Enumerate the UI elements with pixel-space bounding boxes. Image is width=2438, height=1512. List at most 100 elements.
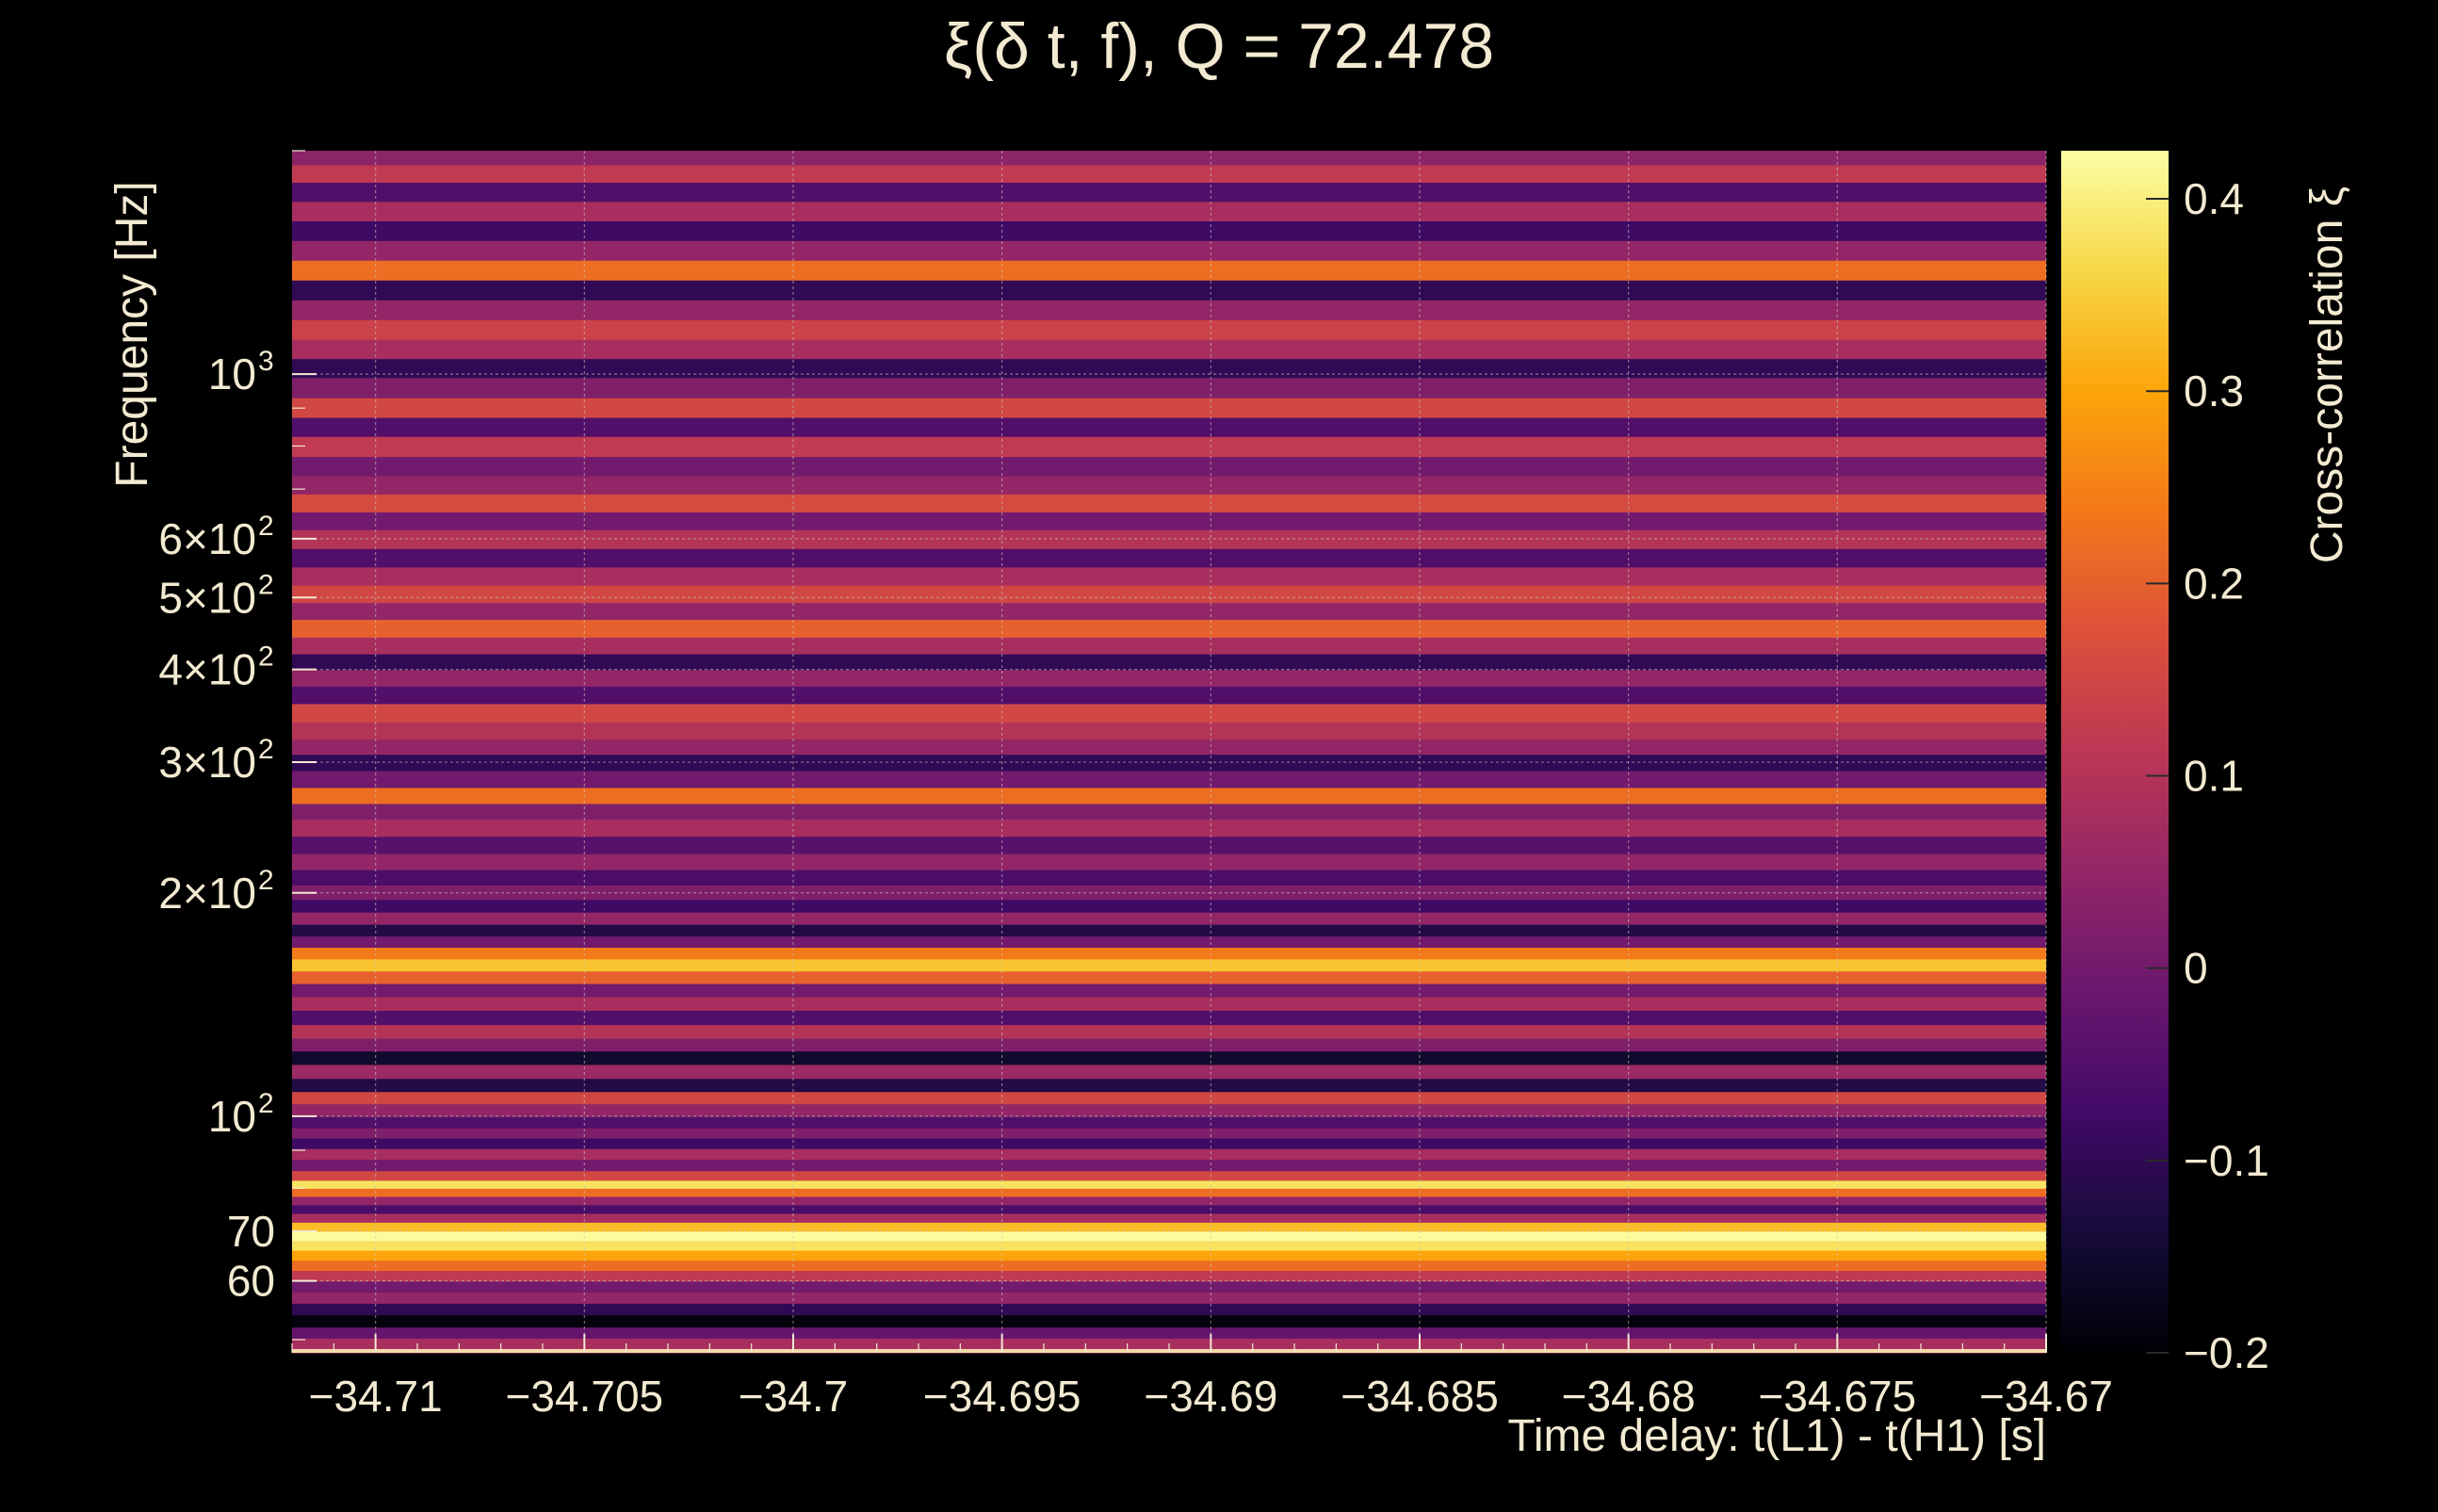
heatmap-band	[292, 358, 2046, 379]
y-tick-label: 70	[227, 1207, 275, 1256]
chart-title: ξ(δ t, f), Q = 72.478	[944, 10, 1494, 82]
heatmap-band	[292, 1148, 2046, 1161]
x-axis: −34.71 −34.705 −34.7 −34.695 −34.69 −34.685 −3…	[291, 1334, 2113, 1421]
heatmap-band	[292, 512, 2046, 530]
heatmap-band	[292, 1188, 2046, 1197]
y-tick-label: 10	[208, 350, 256, 398]
x-tick-label: −34.675	[1759, 1372, 1917, 1421]
heatmap-band	[292, 398, 2046, 418]
heatmap-band	[292, 1115, 2046, 1129]
colorbar-tick-label: 0	[2184, 944, 2208, 993]
x-tick-label: −34.685	[1341, 1372, 1499, 1421]
colorbar-tick-label: −0.1	[2184, 1136, 2269, 1185]
colorbar-tick-label: 0.4	[2184, 174, 2244, 223]
heatmap-band	[292, 260, 2046, 281]
heatmap-band	[292, 456, 2046, 477]
colorbar-label: Cross-correlation ξ	[2302, 187, 2352, 563]
heatmap-band	[292, 201, 2046, 221]
heatmap-band	[292, 739, 2046, 756]
heatmap-band	[292, 924, 2046, 937]
heatmap-band	[292, 836, 2046, 854]
heatmap-band	[292, 870, 2046, 886]
heatmap-band	[292, 1159, 2046, 1172]
colorbar-ticks: 0.4 0.3 0.2 0.1 0 −0.1 −0.2	[2146, 174, 2269, 1377]
heatmap-band	[292, 377, 2046, 398]
heatmap-band	[292, 1024, 2046, 1039]
colorbar-tick-label: 0.1	[2184, 752, 2244, 801]
heatmap-band	[292, 1280, 2046, 1293]
y-axis-label: Frequency [Hz]	[107, 181, 157, 487]
heatmap-band	[292, 686, 2046, 705]
heatmap-band	[292, 585, 2046, 604]
heatmap-band	[292, 1037, 2046, 1052]
heatmap-band	[292, 1170, 2046, 1181]
y-tick-exponent: 2	[258, 569, 274, 600]
heatmap-band	[292, 947, 2046, 960]
heatmap-band	[292, 996, 2046, 1011]
heatmap-band	[292, 970, 2046, 984]
heatmap-band	[292, 1010, 2046, 1026]
y-tick-label: 10	[208, 1092, 256, 1141]
heatmap-band	[292, 339, 2046, 360]
heatmap-band	[292, 1260, 2046, 1272]
heatmap-band	[292, 1064, 2046, 1080]
heatmap-band	[292, 1250, 2046, 1261]
heatmap-band	[292, 1103, 2046, 1117]
heatmap-band	[292, 1303, 2046, 1316]
heatmap-band	[292, 803, 2046, 821]
heatmap-area	[292, 151, 2046, 1354]
heatmap-band	[292, 1204, 2046, 1214]
heatmap-band	[292, 1230, 2046, 1242]
heatmap-band	[292, 1050, 2046, 1065]
heatmap-band	[292, 722, 2046, 740]
heatmap-band	[292, 1091, 2046, 1105]
y-tick-label: 60	[227, 1257, 275, 1306]
heatmap-band	[292, 240, 2046, 261]
heatmap-band	[292, 619, 2046, 638]
grid-lines	[292, 151, 2047, 1353]
y-tick-exponent: 2	[258, 865, 274, 896]
heatmap-band	[292, 300, 2046, 320]
heatmap-band	[292, 416, 2046, 437]
heatmap-band	[292, 770, 2046, 789]
heatmap-band	[292, 1270, 2046, 1282]
y-tick-exponent: 2	[258, 511, 274, 542]
x-tick-label: −34.7	[739, 1372, 848, 1421]
y-tick-exponent: 2	[258, 734, 274, 765]
colorbar-tick-label: −0.2	[2184, 1328, 2269, 1377]
y-tick-label: 3×10	[158, 738, 256, 787]
heatmap-band	[292, 1195, 2046, 1206]
y-tick-exponent: 2	[258, 1088, 274, 1119]
heatmap-band	[292, 935, 2046, 949]
heatmap-band	[292, 494, 2046, 512]
x-tick-label: −34.69	[1144, 1372, 1277, 1421]
heatmap-band	[292, 1326, 2046, 1339]
heatmap-band	[292, 983, 2046, 998]
heatmap-band	[292, 654, 2046, 671]
heatmap-band	[292, 958, 2046, 972]
heatmap-band	[292, 1078, 2046, 1093]
heatmap-band	[292, 566, 2046, 586]
heatmap-band	[292, 1314, 2046, 1328]
heatmap-band	[292, 475, 2046, 495]
heatmap-band	[292, 182, 2046, 203]
y-tick-exponent: 3	[258, 346, 274, 377]
heatmap-band	[292, 548, 2046, 568]
colorbar-tick-label: 0.2	[2184, 559, 2244, 608]
heatmap-band	[292, 602, 2046, 620]
x-tick-label: −34.68	[1562, 1372, 1696, 1421]
heatmap-band	[292, 164, 2046, 183]
heatmap-band	[292, 1128, 2046, 1139]
y-tick-exponent: 2	[258, 642, 274, 673]
heatmap-band	[292, 819, 2046, 837]
colorbar	[2061, 151, 2169, 1353]
heatmap-band	[292, 319, 2046, 340]
x-tick-label: −34.71	[309, 1372, 443, 1421]
heatmap-band	[292, 151, 2046, 166]
heatmap-band	[292, 220, 2046, 241]
heatmap-band	[292, 1137, 2046, 1149]
heatmap-band	[292, 436, 2046, 458]
